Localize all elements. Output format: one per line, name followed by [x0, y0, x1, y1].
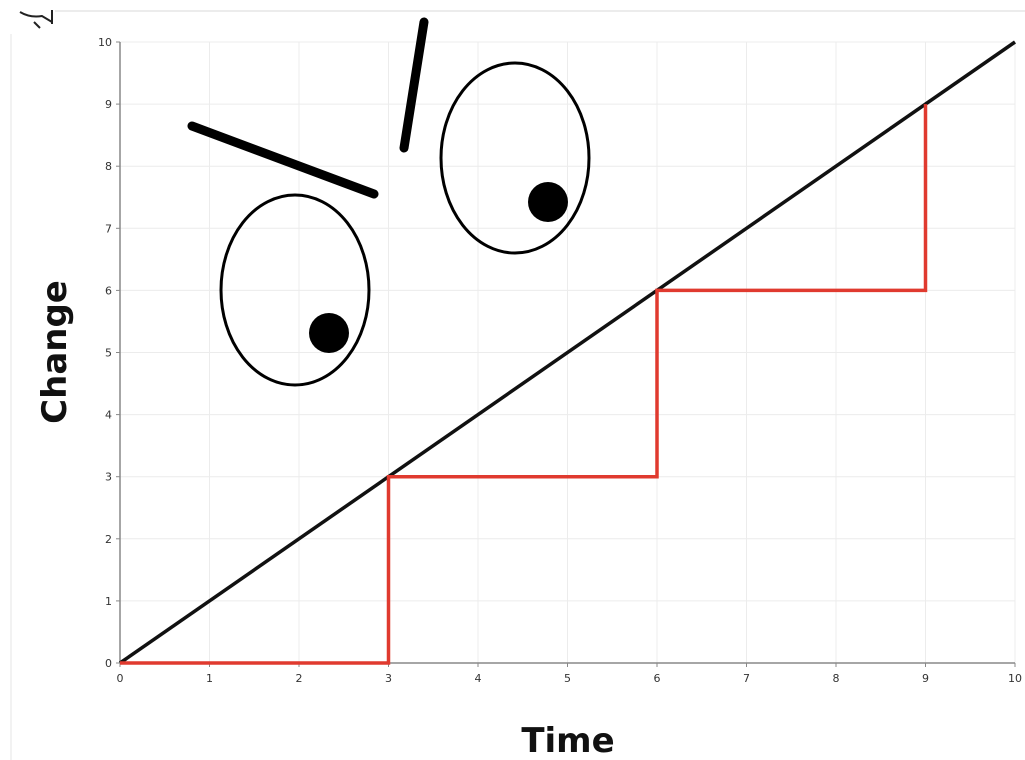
tick-labels: 0 1 2 3 4 5 6 7 8 9 10 0 1 2 3 4 5 6 7 8 9 10 — [98, 36, 1022, 685]
corner-glyph-icon — [19, 10, 53, 29]
x-tick-label: 5 — [564, 672, 571, 685]
left-eye — [219, 193, 371, 387]
series-layer — [119, 40, 1016, 665]
y-tick-label: 4 — [105, 409, 112, 422]
y-tick-label: 8 — [105, 160, 112, 173]
x-tick-label: 1 — [206, 672, 213, 685]
y-axis-title: Change — [35, 280, 75, 424]
y-tick-label: 7 — [105, 222, 112, 235]
y-tick-label: 1 — [105, 595, 112, 608]
x-tick-label: 4 — [475, 672, 482, 685]
x-tick-label: 6 — [654, 672, 661, 685]
x-tick-label: 0 — [117, 672, 124, 685]
series-line-linear — [119, 40, 1016, 665]
right-pupil — [528, 182, 568, 222]
y-tick-label: 2 — [105, 533, 112, 546]
y-tick-label: 5 — [105, 347, 112, 360]
y-tick-label: 0 — [105, 657, 112, 670]
right-eye — [439, 61, 591, 255]
x-tick-label: 9 — [922, 672, 929, 685]
y-tick-label: 6 — [105, 284, 112, 297]
left-pupil — [309, 313, 349, 353]
x-tick-label: 2 — [296, 672, 303, 685]
x-tick-label: 10 — [1008, 672, 1022, 685]
y-tick-label: 9 — [105, 98, 112, 111]
y-tick-label: 3 — [105, 471, 112, 484]
x-axis-title: Time — [521, 721, 614, 760]
left-eyebrow — [187, 121, 379, 199]
x-tick-label: 8 — [833, 672, 840, 685]
right-eyebrow — [399, 17, 429, 153]
y-tick-label: 10 — [98, 36, 112, 49]
face-decoration — [187, 17, 591, 387]
x-tick-label: 3 — [385, 672, 392, 685]
x-tick-label: 7 — [743, 672, 750, 685]
series-line-step — [120, 104, 928, 665]
